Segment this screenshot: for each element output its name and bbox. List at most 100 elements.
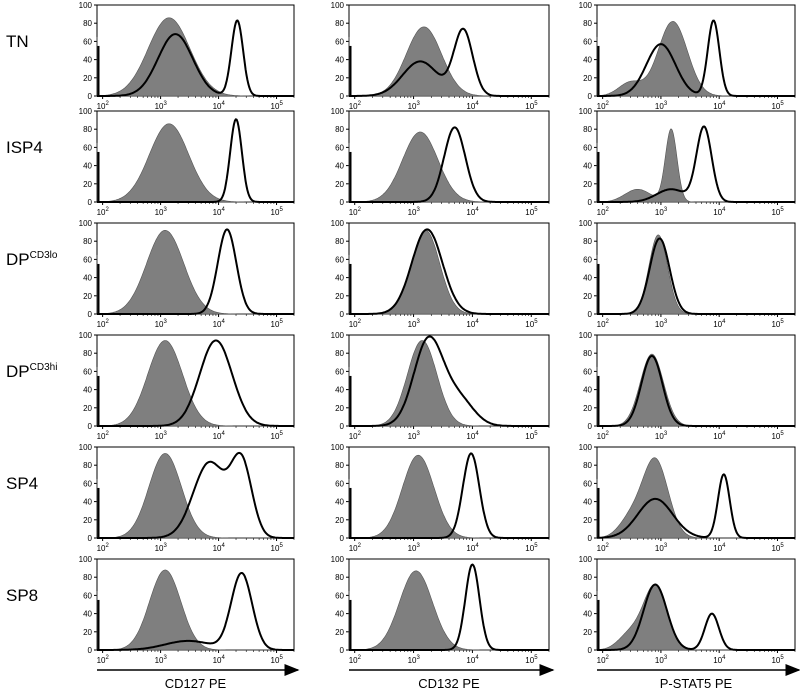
y-tick-label: 0 (88, 310, 93, 319)
y-tick-label: 40 (83, 386, 92, 395)
y-tick-label: 20 (83, 292, 92, 301)
x-tick-label: 103 (408, 207, 421, 217)
open-histogram (96, 572, 295, 651)
x-tick-label: 104 (713, 101, 726, 111)
y-tick-label: 40 (83, 610, 92, 619)
y-tick-label: 20 (83, 74, 92, 83)
y-tick-label: 40 (583, 162, 592, 171)
x-axis-title: P-STAT5 PE (660, 676, 733, 690)
x-tick-label: 104 (213, 207, 226, 217)
y-tick-label: 80 (583, 349, 592, 358)
y-tick-label: 80 (335, 461, 344, 470)
x-tick-label: 103 (655, 101, 668, 111)
x-tick-label: 104 (713, 319, 726, 329)
y-tick-label: 0 (340, 646, 345, 655)
x-tick-label: 103 (655, 319, 668, 329)
y-tick-label: 60 (335, 479, 344, 488)
y-tick-label: 60 (335, 37, 344, 46)
row-label: SP8 (6, 586, 38, 605)
filled-histogram (596, 234, 795, 315)
y-tick-label: 100 (79, 555, 93, 564)
x-tick-label: 102 (97, 101, 110, 111)
y-tick-label: 100 (331, 555, 345, 564)
y-tick-label: 100 (331, 219, 345, 228)
x-tick-label: 105 (771, 543, 784, 553)
x-tick-label: 105 (525, 431, 538, 441)
y-tick-label: 80 (335, 573, 344, 582)
x-tick-label: 102 (97, 431, 110, 441)
x-tick-label: 102 (597, 543, 610, 553)
y-tick-label: 40 (83, 498, 92, 507)
y-tick-label: 100 (331, 331, 345, 340)
row-label-text: SP8 (6, 586, 38, 605)
open-histogram (348, 27, 550, 97)
y-tick-label: 60 (83, 479, 92, 488)
y-tick-label: 100 (79, 219, 93, 228)
open-histogram (96, 19, 295, 97)
y-tick-label: 80 (83, 349, 92, 358)
x-tick-label: 104 (213, 655, 226, 665)
y-tick-label: 20 (335, 74, 344, 83)
y-tick-label: 40 (335, 498, 344, 507)
y-tick-label: 80 (335, 349, 344, 358)
y-tick-label: 40 (583, 498, 592, 507)
histogram-panel: 0 20 40 60 80 100 102 103 104 105 (79, 331, 295, 441)
y-tick-label: 80 (83, 125, 92, 134)
y-tick-label: 0 (588, 534, 593, 543)
histogram-panel: 0 20 40 60 80 100 102 103 104 105 (579, 219, 796, 329)
filled-histogram (596, 353, 795, 427)
histogram-panel: 0 20 40 60 80 100 102 103 104 105 (579, 443, 796, 553)
open-histogram (348, 452, 550, 539)
y-tick-label: 20 (335, 628, 344, 637)
y-tick-label: 40 (335, 162, 344, 171)
y-tick-label: 100 (79, 1, 93, 10)
y-tick-label: 80 (335, 237, 344, 246)
x-tick-label: 105 (271, 207, 284, 217)
filled-histogram (96, 17, 294, 97)
x-tick-label: 104 (466, 101, 479, 111)
y-tick-label: 60 (335, 255, 344, 264)
y-tick-label: 60 (335, 143, 344, 152)
filled-histogram (96, 453, 294, 539)
x-tick-label: 105 (271, 543, 284, 553)
filled-histogram (348, 131, 549, 203)
y-tick-label: 100 (579, 331, 593, 340)
filled-histogram (96, 569, 294, 651)
x-tick-label: 105 (271, 655, 284, 665)
y-tick-label: 0 (88, 92, 93, 101)
histogram-panel: 0 20 40 60 80 100 102 103 104 105 (79, 219, 295, 329)
y-tick-label: 40 (335, 274, 344, 283)
x-tick-label: 103 (655, 655, 668, 665)
filled-histogram (348, 340, 549, 427)
panel-frame (596, 222, 796, 315)
histogram-panel: 0 20 40 60 80 100 102 103 104 105 (79, 555, 295, 665)
open-histogram (596, 583, 796, 651)
y-tick-label: 0 (340, 534, 345, 543)
x-tick-label: 104 (213, 319, 226, 329)
y-tick-label: 0 (88, 646, 93, 655)
y-tick-label: 0 (588, 92, 593, 101)
x-tick-label: 102 (97, 319, 110, 329)
open-histogram (96, 451, 295, 539)
y-tick-label: 60 (83, 591, 92, 600)
y-tick-label: 0 (588, 310, 593, 319)
y-tick-label: 40 (583, 386, 592, 395)
y-tick-label: 40 (335, 56, 344, 65)
x-axis-title: CD127 PE (165, 676, 227, 690)
y-tick-label: 40 (83, 56, 92, 65)
x-tick-label: 104 (466, 431, 479, 441)
open-histogram (96, 228, 295, 315)
x-tick-label: 103 (408, 319, 421, 329)
y-tick-label: 100 (331, 1, 345, 10)
y-tick-label: 100 (579, 107, 593, 116)
x-tick-label: 103 (408, 655, 421, 665)
x-tick-label: 102 (349, 319, 362, 329)
y-tick-label: 80 (83, 237, 92, 246)
y-tick-label: 0 (340, 310, 345, 319)
histogram-panel: 0 20 40 60 80 100 102 103 104 105 (331, 219, 550, 329)
y-tick-label: 60 (583, 367, 592, 376)
y-tick-label: 40 (335, 610, 344, 619)
y-tick-label: 80 (583, 237, 592, 246)
filled-histogram (348, 570, 549, 651)
